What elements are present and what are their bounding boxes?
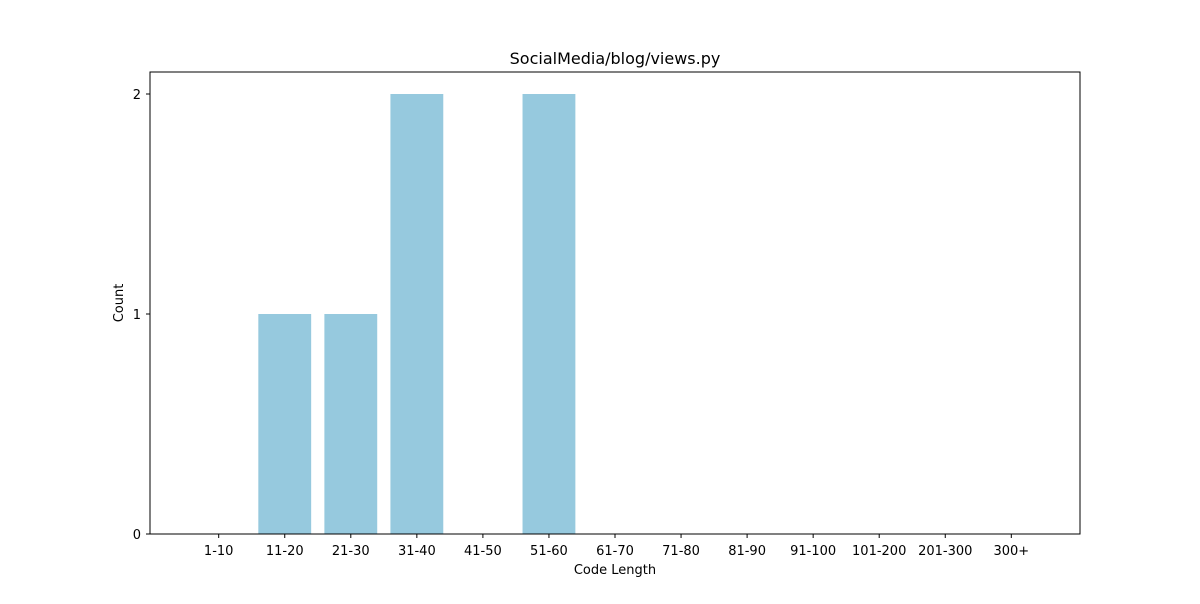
x-tick-label: 201-300 (918, 544, 972, 559)
x-axis-label: Code Length (574, 563, 656, 578)
x-axis-ticks: 1-10 11-20 21-30 31-40 41-50 51-60 61-70 71-80 8… (204, 534, 1029, 559)
y-tick-label: 1 (133, 308, 141, 323)
x-tick-label: 31-40 (398, 544, 436, 559)
y-tick-label: 0 (133, 528, 141, 543)
x-tick-label: 51-60 (530, 544, 568, 559)
chart-title: SocialMedia/blog/views.py (510, 49, 721, 68)
x-tick-label: 71-80 (662, 544, 700, 559)
x-tick-label: 1-10 (204, 544, 234, 559)
x-tick-label: 61-70 (596, 544, 634, 559)
x-tick-label: 11-20 (266, 544, 304, 559)
x-tick-label: 41-50 (464, 544, 502, 559)
x-tick-label: 91-100 (790, 544, 836, 559)
bar-11-20 (258, 314, 312, 534)
y-axis-label: Count (112, 284, 127, 323)
y-tick-label: 2 (133, 88, 141, 103)
bars (258, 94, 576, 534)
x-tick-label: 81-90 (728, 544, 766, 559)
y-axis-ticks: 0 1 2 (133, 88, 150, 543)
bar-51-60 (522, 94, 576, 534)
x-tick-label: 21-30 (332, 544, 370, 559)
x-tick-label: 300+ (993, 544, 1029, 559)
x-tick-label: 101-200 (852, 544, 906, 559)
bar-31-40 (390, 94, 444, 534)
bar-21-30 (324, 314, 378, 534)
